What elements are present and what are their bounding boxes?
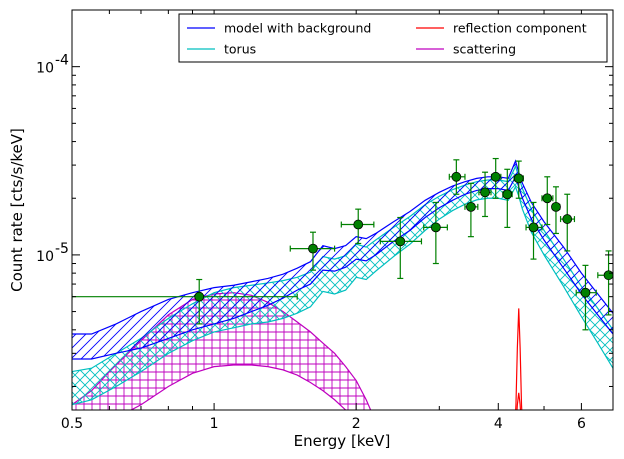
legend-label: model with background xyxy=(224,21,371,36)
data-point-marker xyxy=(513,173,524,184)
data-point-marker xyxy=(551,201,561,212)
data-point-marker xyxy=(562,214,573,224)
data-point-10 xyxy=(502,168,513,228)
y-tick-exponent: -5 xyxy=(55,241,69,257)
x-tick-label: 2 xyxy=(352,416,361,432)
data-point-marker xyxy=(490,171,501,182)
data-point-marker xyxy=(603,270,613,281)
data-point-13 xyxy=(541,176,554,226)
series-torus-lower-line xyxy=(72,185,613,406)
y-tick-label: 10 xyxy=(36,61,54,77)
data-point-7 xyxy=(464,182,479,238)
data-points-layer xyxy=(72,157,613,331)
data-point-14 xyxy=(551,186,561,235)
data-point-marker xyxy=(502,189,513,200)
legend-item-model-with-background: model with background xyxy=(187,21,371,36)
data-point-9 xyxy=(490,157,502,199)
series-reflection-component-lower-line xyxy=(516,392,522,410)
data-point-marker xyxy=(353,219,364,230)
series-scattering-lower-line xyxy=(129,364,347,410)
y-axis-label: Count rate [cts/s/keV] xyxy=(8,128,26,292)
x-tick-label: 1 xyxy=(210,416,219,432)
series-scattering-band xyxy=(72,292,371,410)
band-layer xyxy=(72,159,613,410)
series-model-with-background-lower-line xyxy=(72,175,613,360)
legend-item-reflection-component: reflection component xyxy=(416,21,587,36)
data-point-15 xyxy=(559,193,576,252)
legend-item-scattering: scattering xyxy=(416,42,516,57)
data-point-16 xyxy=(575,264,597,331)
legend-label: torus xyxy=(224,42,256,57)
data-point-2 xyxy=(289,231,336,271)
ticks-layer: 0.5 1 2 4 610-510-4 xyxy=(36,9,614,432)
data-point-marker xyxy=(451,171,462,182)
data-point-marker xyxy=(580,287,591,298)
data-point-marker xyxy=(542,193,553,204)
x-tick-label: 6 xyxy=(577,416,586,432)
data-point-marker xyxy=(528,222,539,233)
data-point-marker xyxy=(308,243,318,254)
data-point-5 xyxy=(423,201,448,265)
data-point-marker xyxy=(466,201,476,212)
data-point-marker xyxy=(395,236,406,247)
series-reflection-component-upper-line xyxy=(515,308,523,410)
legend-label: scattering xyxy=(453,42,516,57)
plot-frame xyxy=(71,9,614,411)
legend-item-torus: torus xyxy=(187,42,256,57)
legend: model with background reflection componen… xyxy=(178,13,608,63)
data-point-marker xyxy=(480,187,490,198)
x-tick-label: 0.5 xyxy=(61,416,83,432)
data-point-8 xyxy=(478,171,492,218)
legend-box xyxy=(178,13,608,63)
data-point-4 xyxy=(379,216,423,280)
data-point-marker xyxy=(430,222,441,233)
data-point-6 xyxy=(448,159,466,195)
data-point-11 xyxy=(513,160,524,199)
x-tick-label: 4 xyxy=(494,416,503,432)
data-point-marker xyxy=(194,291,205,302)
data-point-12 xyxy=(525,201,543,260)
y-tick-exponent: -4 xyxy=(55,53,69,69)
x-axis-label: Energy [keV] xyxy=(294,432,391,450)
y-tick-label: 10 xyxy=(36,249,54,265)
series-reflection-component xyxy=(515,308,523,410)
series-model-with-background-band xyxy=(72,161,613,359)
series-torus-band xyxy=(72,166,613,405)
data-point-1 xyxy=(72,278,298,325)
legend-label: reflection component xyxy=(453,21,587,36)
data-point-3 xyxy=(340,208,375,245)
